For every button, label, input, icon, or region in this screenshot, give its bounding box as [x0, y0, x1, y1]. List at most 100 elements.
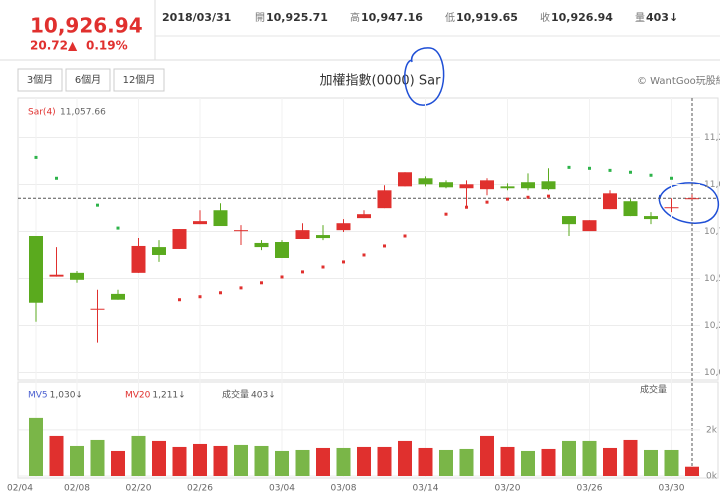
volume-bar	[90, 439, 105, 476]
candle-body	[603, 193, 617, 210]
sar-dot	[96, 203, 99, 207]
range-button[interactable]	[65, 68, 111, 92]
volume-bar	[521, 450, 535, 476]
legend-value: 403↓	[251, 391, 276, 401]
x-tick-label: 03/08	[331, 484, 357, 494]
candle-body	[685, 198, 699, 200]
sar-dot	[342, 260, 345, 264]
plot-frame	[17, 97, 719, 381]
sar-dot	[198, 295, 202, 299]
candle-body	[234, 230, 248, 232]
legend-name: MV5	[28, 391, 48, 401]
candle-body	[336, 223, 351, 231]
x-tick-label: 02/26	[187, 484, 213, 494]
candle-body	[582, 220, 597, 232]
sar-dot	[178, 298, 181, 302]
volume-bar	[275, 450, 289, 476]
volume-bar	[623, 439, 638, 476]
volume-bar	[295, 449, 310, 476]
sar-dot	[219, 291, 222, 295]
chart-title: 加權指數(0000) Sar	[320, 74, 442, 89]
volume-bar	[336, 447, 351, 476]
button-label[interactable]: 3個月	[27, 73, 53, 86]
volume-bar	[213, 445, 228, 476]
y-tick-label: 10,750	[704, 227, 720, 237]
legend-value: 1,030↓	[50, 391, 83, 401]
volume-bar	[316, 447, 330, 476]
sar-dot	[485, 200, 489, 204]
quote-value: 403↓	[646, 11, 678, 24]
sar-dot	[239, 286, 243, 290]
candle-body	[111, 293, 125, 300]
price: 10,926.94	[30, 14, 143, 38]
candle-body	[541, 181, 556, 190]
volume-bar	[172, 446, 187, 476]
y-tick-label: 10,500	[704, 274, 720, 284]
candle-body	[295, 230, 310, 239]
pct: 0.19%	[86, 39, 128, 53]
x-tick-label: 02/08	[64, 484, 90, 494]
candle-body	[275, 242, 289, 258]
candle-body	[213, 210, 228, 227]
sar-dot	[649, 173, 653, 177]
volume-bar	[234, 444, 248, 476]
volume-bar	[131, 435, 146, 476]
sar-dot	[629, 170, 632, 174]
x-tick-label: 03/30	[659, 484, 685, 494]
y-tick-label: 10,000	[704, 368, 720, 378]
sar-dot	[526, 195, 530, 199]
volume-bar	[254, 445, 269, 476]
candle-body	[459, 184, 474, 189]
candle-body	[357, 214, 371, 219]
volume-bar	[357, 446, 371, 476]
range-button[interactable]	[113, 68, 165, 92]
sar-dot	[280, 275, 284, 279]
sar-dot	[547, 194, 550, 198]
volume-title: 成交量	[640, 384, 667, 396]
quote-value: 10,919.65	[456, 11, 518, 24]
button-label[interactable]: 12個月	[123, 73, 156, 86]
range-button[interactable]	[17, 68, 63, 92]
volume-bar	[562, 440, 576, 476]
candle-body	[90, 308, 105, 310]
sar-dot	[383, 244, 386, 248]
volume-bar	[70, 445, 84, 476]
candle-body	[439, 182, 453, 188]
button-label[interactable]: 6個月	[75, 73, 101, 86]
candle-body	[254, 242, 269, 248]
legend-value: 1,211↓	[152, 391, 185, 401]
x-tick-label: 03/04	[269, 484, 295, 494]
volume-bar	[439, 449, 453, 476]
volume-bar	[459, 448, 474, 476]
x-tick-label: 03/14	[413, 484, 439, 494]
y-tick-label: 0k	[706, 472, 718, 482]
volume-bar	[152, 440, 166, 476]
volume-bar	[582, 440, 597, 476]
volume-bar	[644, 449, 658, 476]
sar-dot	[567, 165, 571, 169]
candle-body	[131, 245, 146, 273]
quote-label: 低	[445, 11, 455, 24]
volume-bar	[664, 449, 679, 476]
credit: © WantGoo玩股網	[637, 74, 720, 87]
quote-label: 開	[255, 12, 265, 24]
sar-dot	[465, 205, 468, 209]
volume-bar	[111, 450, 125, 476]
annotation-circle	[404, 47, 445, 106]
candle-body	[644, 216, 658, 220]
sar-dot	[116, 226, 120, 230]
quote-value: 10,925.71	[266, 11, 328, 24]
quote-label: 收	[540, 11, 550, 24]
sar-dot	[260, 281, 263, 285]
sar-dot	[301, 270, 304, 274]
sar-dot	[670, 176, 673, 180]
sar-dot	[588, 166, 591, 170]
candle-body	[152, 247, 166, 255]
sar-dot	[321, 265, 325, 269]
volume-bar	[49, 435, 64, 476]
date: 2018/03/31	[162, 11, 231, 24]
header-bg	[0, 0, 720, 60]
sar-dot	[444, 212, 448, 216]
candle-body	[500, 186, 515, 189]
